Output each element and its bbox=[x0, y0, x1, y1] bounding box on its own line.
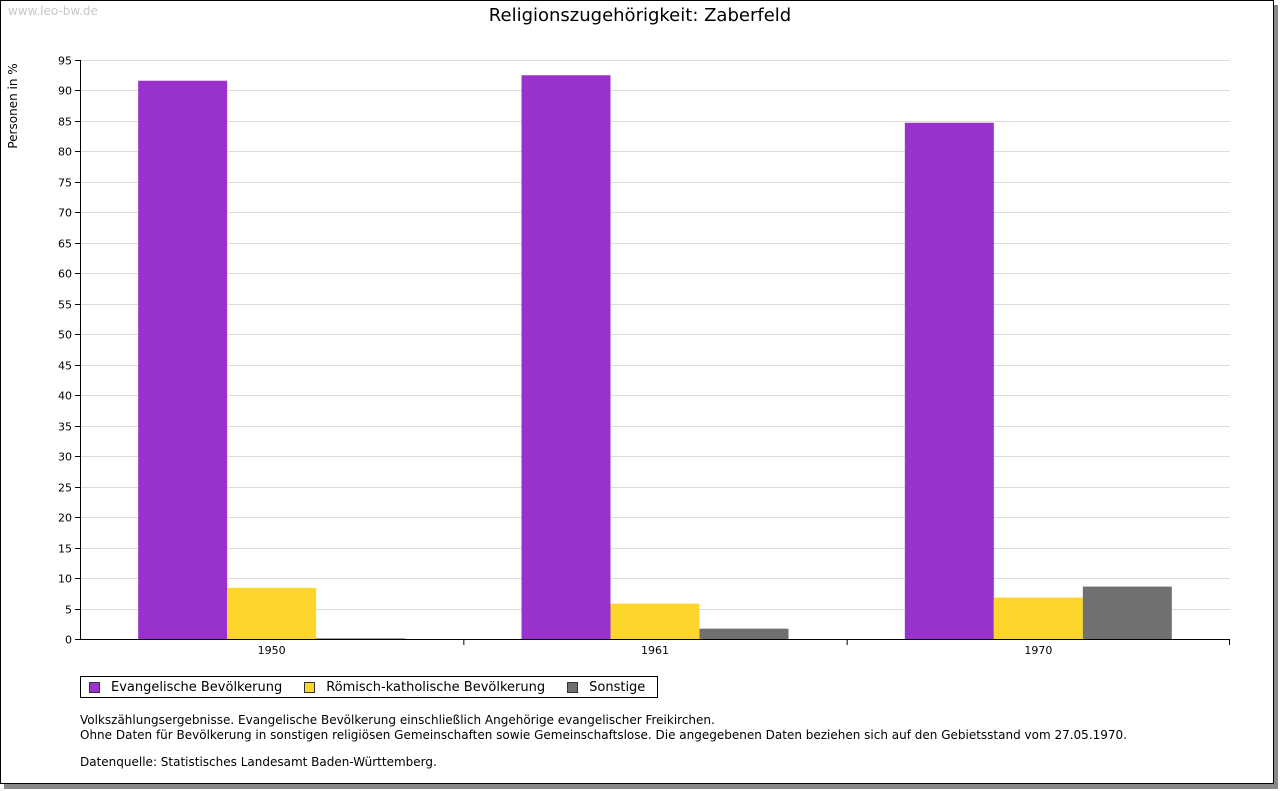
y-tick-label: 60 bbox=[58, 268, 72, 281]
bar-1970-2 bbox=[993, 597, 1083, 639]
y-tick-label: 70 bbox=[58, 207, 72, 220]
y-tick-label: 50 bbox=[58, 329, 72, 342]
bar-1961-2 bbox=[610, 603, 700, 639]
legend-swatch bbox=[567, 681, 579, 693]
legend-label: Sonstige bbox=[589, 679, 646, 695]
y-tick-label: 45 bbox=[58, 360, 72, 373]
y-tick-label: 25 bbox=[58, 482, 72, 495]
y-tick-label: 95 bbox=[58, 55, 72, 68]
y-tick-label: 15 bbox=[58, 543, 72, 556]
bar-1950-3 bbox=[316, 638, 406, 640]
watermark: www.leo-bw.de bbox=[8, 4, 98, 18]
y-tick-label: 80 bbox=[58, 146, 72, 159]
note-line-1: Volkszählungsergebnisse. Evangelische Be… bbox=[80, 713, 715, 727]
y-axis-label: Personen in % bbox=[6, 63, 20, 148]
y-tick-label: 30 bbox=[58, 451, 72, 464]
y-tick-label: 10 bbox=[58, 573, 72, 586]
bars-group bbox=[138, 75, 1172, 640]
chart-title: Religionszugehörigkeit: Zaberfeld bbox=[489, 5, 791, 26]
y-tick-label: 0 bbox=[65, 634, 72, 647]
x-tick-label: 1970 bbox=[1024, 644, 1052, 657]
y-tick-label: 90 bbox=[58, 85, 72, 98]
bar-1950-1 bbox=[138, 80, 228, 639]
legend-label: Evangelische Bevölkerung bbox=[111, 679, 283, 695]
grid-lines bbox=[80, 60, 1230, 610]
y-tick-label: 35 bbox=[58, 421, 72, 434]
legend-label: Römisch-katholische Bevölkerung bbox=[326, 679, 546, 695]
legend-item-1: Evangelische Bevölkerung bbox=[89, 680, 282, 695]
y-tick-label: 65 bbox=[58, 238, 72, 251]
bar-chart: Religionszugehörigkeit: Zaberfeld Person… bbox=[6, 5, 1230, 657]
y-tick-label: 75 bbox=[58, 177, 72, 190]
y-tick-label: 55 bbox=[58, 299, 72, 312]
legend-swatch bbox=[304, 681, 316, 693]
y-tick-label: 5 bbox=[65, 604, 72, 617]
x-tick-label: 1961 bbox=[641, 644, 669, 657]
legend-item-2: Römisch-katholische Bevölkerung bbox=[304, 680, 545, 695]
bar-1970-1 bbox=[904, 122, 994, 640]
note-line-2: Ohne Daten für Bevölkerung in sonstigen … bbox=[80, 728, 1127, 742]
y-tick-label: 85 bbox=[58, 116, 72, 129]
bar-1961-1 bbox=[521, 75, 611, 640]
legend-item-3: Sonstige bbox=[567, 680, 645, 695]
data-source: Datenquelle: Statistisches Landesamt Bad… bbox=[80, 755, 437, 769]
legend-swatch bbox=[89, 681, 100, 693]
bar-1970-3 bbox=[1082, 586, 1172, 639]
bar-1961-3 bbox=[699, 628, 789, 639]
axes: 0 5 10 15 20 25 30 35 40 45 50 55 60 65 70 75 80 85 90 95 19… bbox=[58, 55, 1230, 657]
notes: Volkszählungsergebnisse. Evangelische Be… bbox=[80, 713, 1127, 770]
bar-1950-2 bbox=[227, 587, 317, 639]
y-tick-label: 20 bbox=[58, 512, 72, 525]
legend: Evangelische Bevölkerung Römisch-katholis… bbox=[80, 676, 659, 698]
y-tick-label: 40 bbox=[58, 390, 72, 403]
x-tick-label: 1950 bbox=[258, 644, 286, 657]
